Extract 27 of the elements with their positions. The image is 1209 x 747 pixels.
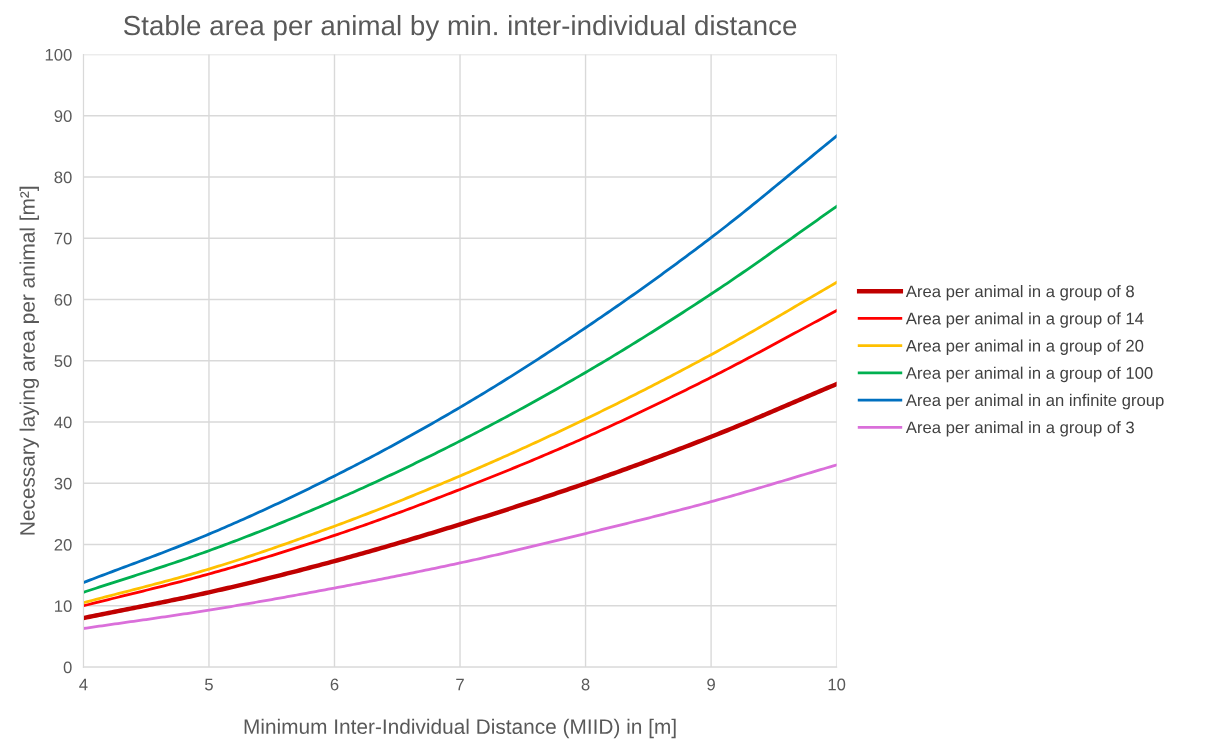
legend-label: Area per animal in a group of 14	[905, 312, 1144, 328]
y-tick-label: 100	[45, 48, 72, 61]
y-tick-label: 10	[55, 600, 72, 613]
chart-title: Stable area per animal by min. inter-individual distance	[123, 14, 797, 41]
legend-label: Area per animal in a group of 100	[905, 366, 1153, 383]
y-tick-label: 30	[54, 477, 72, 490]
x-tick-label: 7	[456, 678, 464, 691]
y-tick-label: 70	[54, 232, 72, 245]
y-tick-label: 80	[54, 171, 72, 184]
legend-label: Area per animal in a group of 3	[905, 421, 1134, 437]
legend-label: Area per animal in an infinite group	[905, 393, 1164, 410]
x-axis-title: Minimum Inter-Individual Distance (MIID) in [m]	[244, 718, 676, 739]
x-tick-label: 4	[79, 678, 88, 691]
legend-label: Area per animal in a group of 8	[905, 285, 1134, 301]
y-tick-label: 90	[54, 110, 72, 122]
x-tick-label: 9	[707, 678, 715, 691]
y-axis-title: Necessary laying area per animal [m²]	[19, 186, 39, 535]
y-tick-label: 50	[54, 355, 72, 367]
y-tick-label: 0	[63, 661, 72, 674]
y-tick-label: 20	[54, 538, 72, 551]
y-tick-label: 40	[54, 416, 72, 429]
x-tick-label: 6	[330, 678, 339, 691]
x-tick-label: 10	[828, 678, 846, 691]
x-tick-label: 5	[204, 678, 213, 691]
x-tick-label: 8	[581, 678, 590, 691]
y-tick-label: 60	[54, 293, 72, 306]
legend-label: Area per animal in a group of 20	[905, 339, 1144, 355]
